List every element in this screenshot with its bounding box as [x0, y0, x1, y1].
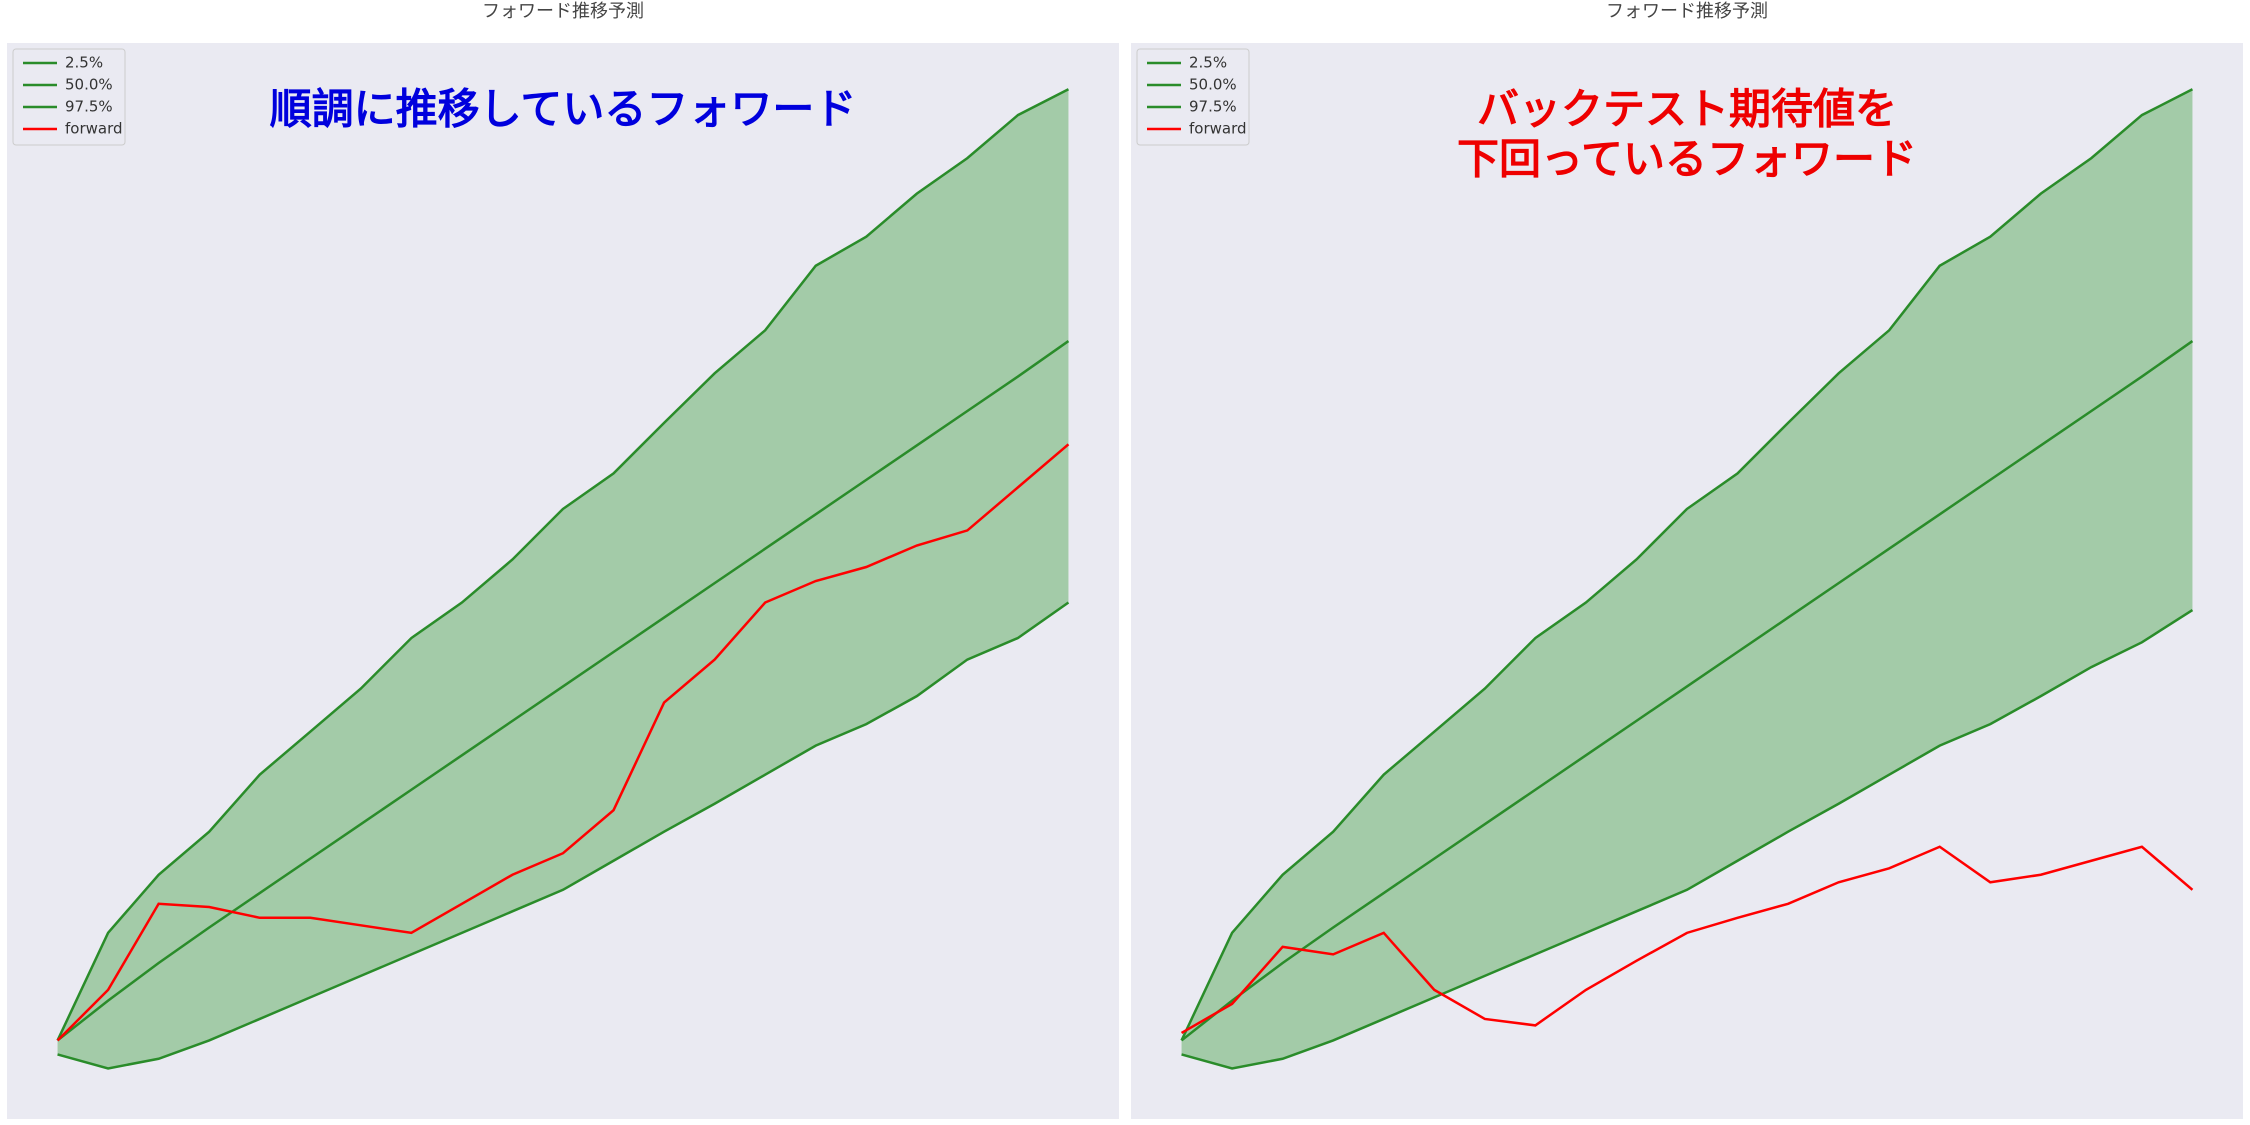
- legend-label: forward: [1189, 120, 1247, 138]
- annotation: バックテスト期待値を: [1477, 85, 1897, 134]
- chart-panel: フォワード推移予測 2.5% 50.0% 97.5% forward 順調に推移しているフ…: [7, 1, 1119, 1119]
- series-line: [56, 443, 1070, 1042]
- legend-label: 97.5%: [65, 98, 113, 116]
- legend-label: 2.5%: [1189, 54, 1227, 72]
- confidence-band: [57, 89, 1069, 1069]
- series-line: [56, 340, 1070, 1042]
- legend-label: 50.0%: [1189, 76, 1237, 94]
- chart-title: フォワード推移予測: [482, 1, 644, 22]
- legend-label: 2.5%: [65, 54, 103, 72]
- series-line: [1180, 845, 2194, 1035]
- series-line: [57, 601, 1070, 1070]
- chart-panel: フォワード推移予測 2.5% 50.0% 97.5% forward バックテスト期待値を…: [1131, 1, 2243, 1119]
- legend-label: 50.0%: [65, 76, 113, 94]
- annotation: 下回っているフォワード: [1457, 135, 1917, 184]
- series-line: [1180, 340, 2194, 1042]
- series-line: [56, 88, 1070, 1041]
- series-line: [1181, 608, 2194, 1070]
- annotation: 順調に推移しているフォワード: [270, 85, 857, 134]
- legend-label: forward: [65, 120, 123, 138]
- series-line: [1180, 88, 2194, 1041]
- confidence-band: [1181, 89, 2193, 1069]
- legend-box: [1136, 48, 1250, 146]
- legend-box: [12, 48, 126, 146]
- chart-title: フォワード推移予測: [1606, 1, 1768, 22]
- legend-label: 97.5%: [1189, 98, 1237, 116]
